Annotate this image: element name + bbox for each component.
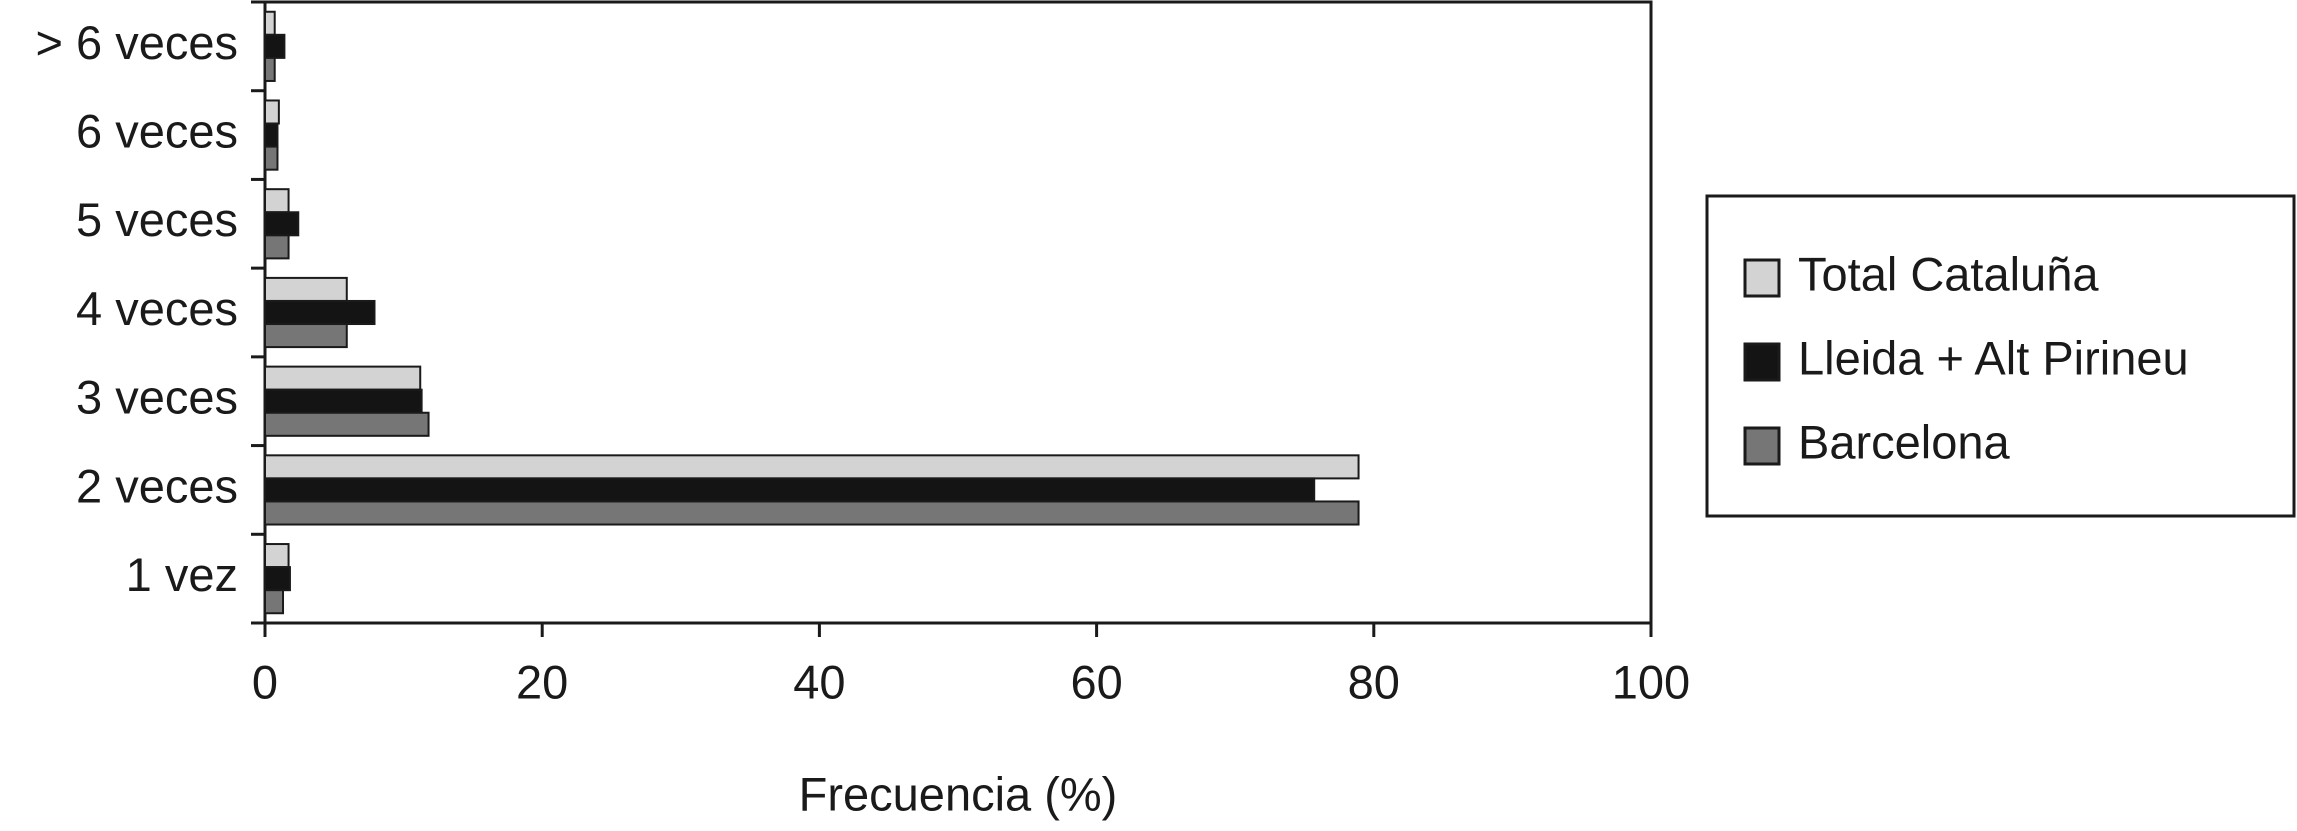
x-tick-label: 80	[1348, 655, 1400, 708]
legend-swatch	[1743, 342, 1781, 382]
legend-label: Lleida + Alt Pirineu	[1798, 331, 2189, 384]
bar	[264, 566, 291, 592]
plot-frame	[263, 0, 1653, 625]
bar	[264, 33, 286, 59]
x-tick-label: 60	[1070, 655, 1122, 708]
y-tick-label: > 6 veces	[36, 16, 238, 69]
legend-swatch	[1743, 426, 1781, 466]
x-tick-label: 40	[793, 655, 845, 708]
y-tick-label: 1 vez	[126, 548, 238, 601]
bar	[264, 56, 276, 82]
legend-swatch	[1743, 258, 1781, 298]
x-tick-label: 100	[1612, 655, 1690, 708]
bar	[264, 411, 430, 437]
bar	[264, 188, 290, 214]
y-tick-label: 6 veces	[76, 104, 238, 157]
legend-box	[1705, 194, 2296, 518]
x-tick-label: 20	[516, 655, 568, 708]
bar	[264, 99, 280, 125]
y-tick-label: 4 veces	[76, 282, 238, 335]
bar	[264, 454, 1360, 480]
y-tick-label: 3 veces	[76, 371, 238, 424]
x-axis-label: Frecuencia (%)	[799, 767, 1118, 820]
bar	[264, 388, 423, 414]
y-tick-label: 2 veces	[76, 459, 238, 512]
legend-label: Barcelona	[1798, 415, 2010, 468]
bar	[264, 365, 422, 391]
bar	[264, 122, 279, 148]
bar	[264, 145, 279, 171]
bar	[264, 10, 276, 36]
bar	[264, 543, 290, 569]
bar	[264, 299, 376, 326]
y-tick-label: 5 veces	[76, 193, 238, 246]
bar	[264, 276, 348, 302]
bar	[264, 477, 1316, 503]
bar	[264, 589, 285, 615]
bar	[264, 500, 1360, 526]
bar	[264, 211, 300, 237]
x-tick-label: 0	[252, 655, 278, 708]
legend-label: Total Cataluña	[1798, 247, 2099, 300]
bar	[264, 323, 348, 349]
bar	[264, 234, 290, 260]
